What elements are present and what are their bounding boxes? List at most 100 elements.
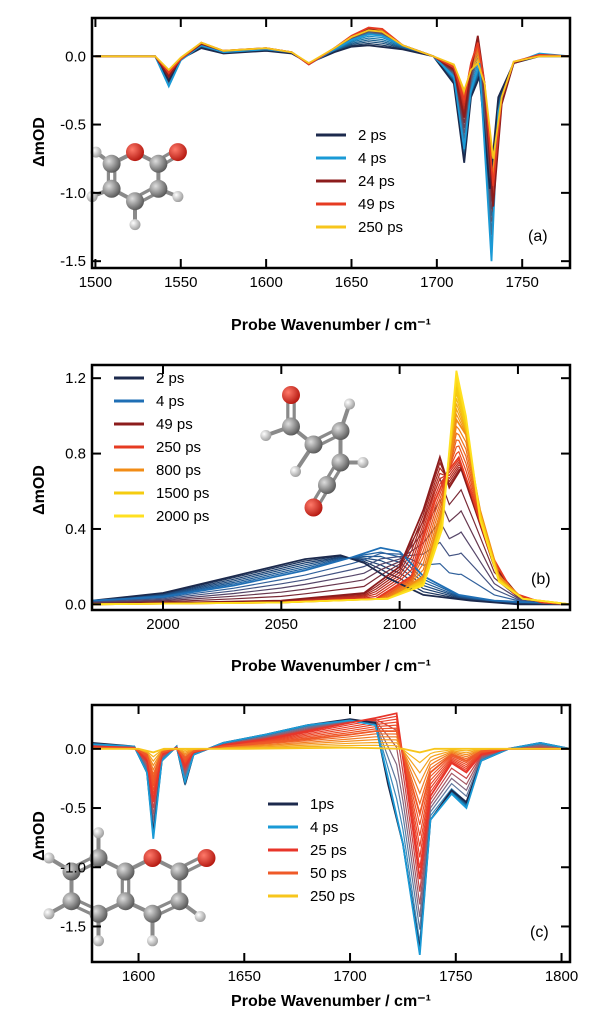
y-tick-label: -1.0 <box>60 859 86 876</box>
carbon-atom <box>149 179 168 198</box>
y-tick-label: 0.0 <box>65 596 86 613</box>
y-tick-label: -1.5 <box>60 253 86 270</box>
x-tick-label: 1650 <box>228 968 261 985</box>
carbon-atom <box>331 453 350 472</box>
x-tick-label: 2000 <box>146 616 179 633</box>
panel-label-a: (a) <box>528 228 548 245</box>
carbon-atom <box>304 435 323 454</box>
panel-b: ΔmOD Probe Wavenumber / cm⁻¹ (b) 2000 205… <box>31 363 572 675</box>
y-tick-label: 0.4 <box>65 521 86 538</box>
y-tick-label: 1.2 <box>65 370 86 387</box>
legend-label: 1500 ps <box>156 485 209 502</box>
ylabel-a: ΔmOD <box>31 117 48 167</box>
plot-area <box>90 16 572 270</box>
panel-a: ΔmOD Probe Wavenumber / cm⁻¹ (a) 1500 155… <box>31 16 572 334</box>
x-tick-label: 2150 <box>501 616 534 633</box>
carbon-atom <box>102 154 121 173</box>
y-tick-label: -1.5 <box>60 918 86 935</box>
series-line-4ps <box>92 719 570 956</box>
oxygen-atom <box>168 143 187 162</box>
x-tick-label: 1750 <box>439 968 472 985</box>
plot-frame <box>90 363 572 612</box>
carbon-atom <box>318 476 336 494</box>
series-line-25ps <box>92 712 570 880</box>
carbon-atom <box>62 892 81 911</box>
legend-label: 250 ps <box>310 888 355 905</box>
intermediate-trace <box>92 541 570 605</box>
legend-label: 2 ps <box>358 127 386 144</box>
ketene-molecule <box>260 386 369 517</box>
hydrogen-atom <box>93 827 104 839</box>
carbon-atom <box>170 892 189 911</box>
carbon-atom <box>331 422 350 440</box>
traces <box>92 712 570 956</box>
plot-area <box>90 703 572 964</box>
panel-label-b: (b) <box>531 571 551 588</box>
xlabel-c: Probe Wavenumber / cm⁻¹ <box>231 993 431 1010</box>
ylabel-c: ΔmOD <box>31 811 48 861</box>
legend-label: 49 ps <box>156 416 193 433</box>
carbon-atom <box>89 904 108 923</box>
hydrogen-atom <box>172 191 184 203</box>
hydrogen-atom <box>344 398 355 410</box>
x-tick-label: 1700 <box>420 274 453 291</box>
plot-frame <box>90 16 572 270</box>
legend-label: 1ps <box>310 796 334 813</box>
intermediate-trace <box>92 744 570 764</box>
series-line-4ps <box>92 546 570 606</box>
carbon-atom <box>170 862 189 881</box>
hydrogen-atom <box>147 935 158 947</box>
carbon-atom <box>149 154 168 173</box>
y-tick-label: -0.5 <box>60 117 86 134</box>
y-tick-label: 0.0 <box>65 741 86 758</box>
hydrogen-atom <box>129 219 141 231</box>
legend-label: 250 ps <box>156 439 201 456</box>
hydrogen-atom <box>357 457 369 468</box>
carbon-atom <box>282 417 300 436</box>
legend-label: 250 ps <box>358 219 403 236</box>
x-tick-label: 1500 <box>79 274 112 291</box>
y-tick-label: 0.8 <box>65 446 86 463</box>
x-tick-label: 1700 <box>333 968 366 985</box>
carbon-atom <box>143 904 162 923</box>
legend-label: 50 ps <box>310 865 347 882</box>
legend-label: 49 ps <box>358 196 395 213</box>
carbon-atom <box>116 892 135 911</box>
x-tick-label: 1750 <box>506 274 539 291</box>
traces <box>95 26 570 262</box>
hydrogen-atom <box>260 430 272 441</box>
hydrogen-atom <box>43 852 55 864</box>
series-line-250ps <box>95 29 570 159</box>
traces <box>92 370 570 606</box>
legend-label: 24 ps <box>358 173 395 190</box>
panel-c: ΔmOD Probe Wavenumber / cm⁻¹ (c) 1600 165… <box>31 703 578 1010</box>
series-line-50ps <box>92 730 570 818</box>
y-tick-label: 0.0 <box>65 48 86 65</box>
x-tick-label: 1600 <box>122 968 155 985</box>
pyranone-molecule <box>86 143 187 231</box>
y-tick-label: -0.5 <box>60 800 86 817</box>
xlabel-b: Probe Wavenumber / cm⁻¹ <box>231 658 431 675</box>
legend-label: 2 ps <box>156 370 184 387</box>
legend-label: 4 ps <box>156 393 184 410</box>
hydrogen-atom <box>290 466 301 477</box>
oxygen-atom <box>304 498 323 517</box>
legend-label: 4 ps <box>310 819 338 836</box>
legend-label: 25 ps <box>310 842 347 859</box>
hydrogen-atom <box>43 908 55 920</box>
series-line-250ps <box>92 746 570 754</box>
carbon-atom <box>62 862 81 881</box>
legend: 2 ps 4 ps 24 ps 49 ps 250 ps <box>316 127 403 236</box>
plot-frame <box>90 703 572 964</box>
intermediate-trace <box>92 738 570 785</box>
plot-area <box>90 363 572 612</box>
hydrogen-atom <box>93 935 104 947</box>
oxygen-atom <box>197 849 216 867</box>
oxygen-atom <box>126 143 144 162</box>
x-tick-label: 1550 <box>164 274 197 291</box>
series-line-2000ps <box>92 370 570 606</box>
legend-label: 800 ps <box>156 462 201 479</box>
legend-label: 4 ps <box>358 150 386 167</box>
